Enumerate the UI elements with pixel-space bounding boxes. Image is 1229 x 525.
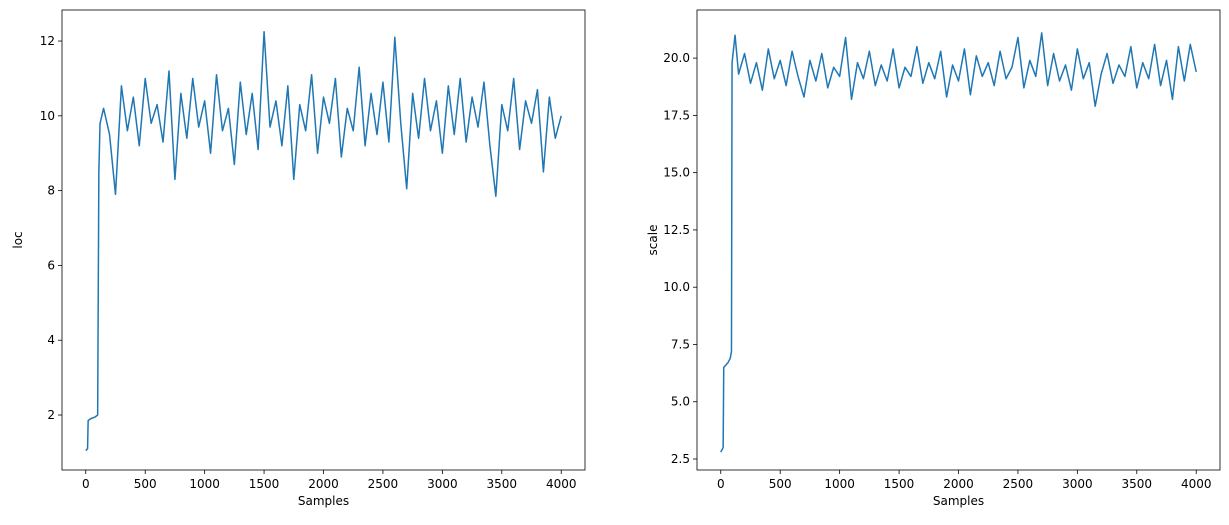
x-tick-label: 4000 [546, 477, 577, 491]
x-tick-label: 2000 [943, 477, 974, 491]
data-line [720, 32, 1197, 453]
y-tick-label: 20.0 [663, 51, 690, 65]
x-tick-label: 3000 [1062, 477, 1093, 491]
y-tick-label: 10.0 [663, 280, 690, 294]
x-tick-label: 0 [717, 477, 725, 491]
x-tick-label: 3500 [1122, 477, 1153, 491]
x-tick-label: 1500 [884, 477, 915, 491]
x-tick-label: 500 [769, 477, 792, 491]
y-axis-label: loc [11, 231, 25, 248]
x-tick-label: 2500 [1003, 477, 1034, 491]
x-axis-label: Samples [298, 494, 349, 508]
x-tick-label: 2000 [308, 477, 339, 491]
x-tick-label: 1500 [249, 477, 280, 491]
x-tick-label: 1000 [189, 477, 220, 491]
x-tick-label: 500 [134, 477, 157, 491]
y-tick-label: 2.5 [671, 452, 690, 466]
y-tick-label: 15.0 [663, 166, 690, 180]
data-line [85, 30, 562, 452]
y-tick-label: 10 [40, 109, 55, 123]
y-tick-label: 12 [40, 34, 55, 48]
y-tick-label: 17.5 [663, 108, 690, 122]
x-tick-label: 0 [82, 477, 90, 491]
axes-frame [61, 9, 586, 471]
y-tick-label: 12.5 [663, 223, 690, 237]
x-tick-label: 1000 [824, 477, 855, 491]
y-tick-label: 4 [47, 333, 55, 347]
y-tick-label: 2 [47, 408, 55, 422]
y-tick-label: 6 [47, 258, 55, 272]
x-axis-label: Samples [933, 494, 984, 508]
y-tick-label: 7.5 [671, 337, 690, 351]
axes-frame [696, 9, 1221, 471]
y-tick-label: 5.0 [671, 395, 690, 409]
y-tick-label: 8 [47, 184, 55, 198]
x-tick-label: 2500 [368, 477, 399, 491]
x-tick-label: 3500 [487, 477, 518, 491]
y-axis-label: scale [646, 225, 660, 256]
x-tick-label: 3000 [427, 477, 458, 491]
x-tick-label: 4000 [1181, 477, 1212, 491]
